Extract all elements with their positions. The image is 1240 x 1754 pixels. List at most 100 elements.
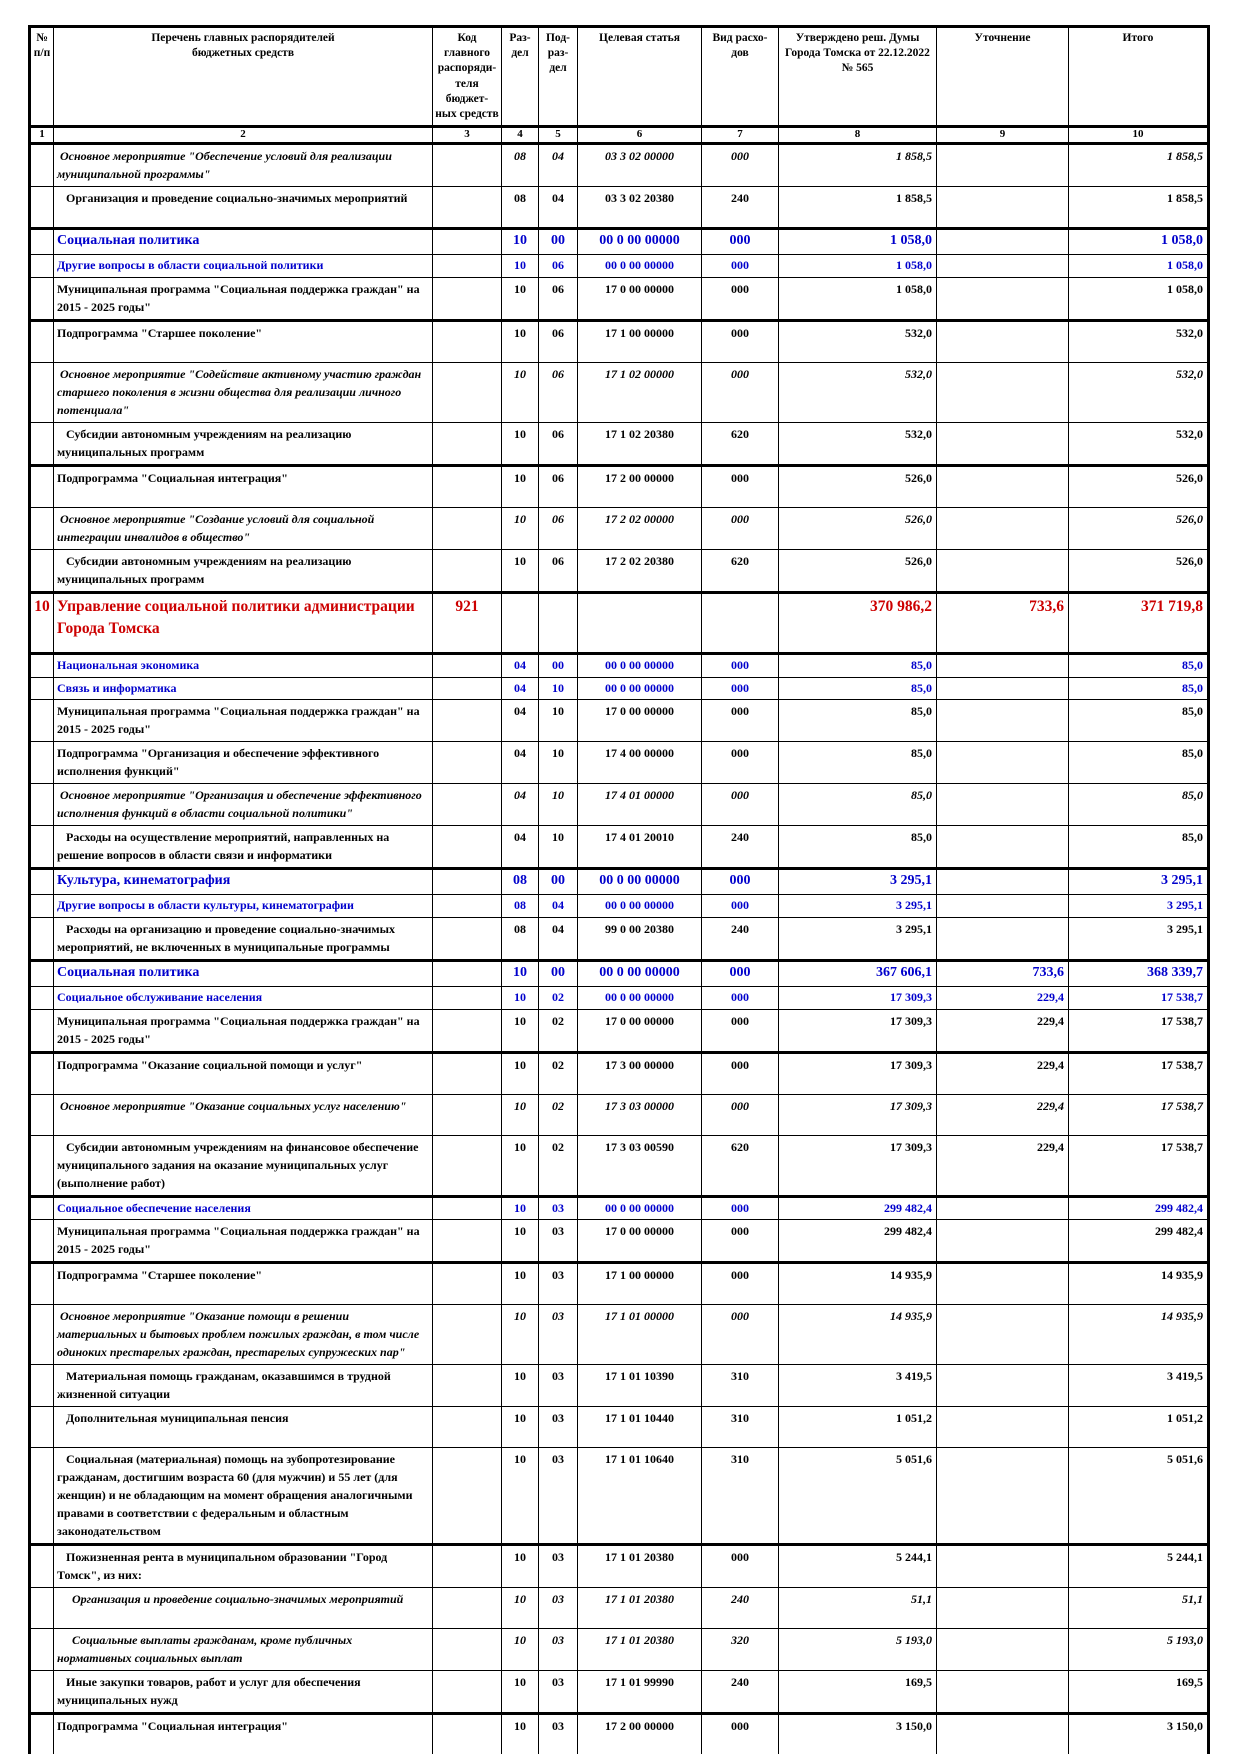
adjustment-cell bbox=[936, 870, 1068, 895]
grbs-code-cell bbox=[432, 507, 501, 549]
column-number: 6 bbox=[577, 128, 701, 143]
total-cell: 51,1 bbox=[1068, 1588, 1207, 1629]
grbs-code-cell bbox=[432, 145, 501, 187]
column-header: Вид расхо- дов bbox=[701, 28, 778, 126]
total-cell: 85,0 bbox=[1068, 654, 1207, 677]
adjustment-cell bbox=[936, 1197, 1068, 1220]
razdel-cell: 10 bbox=[501, 1305, 538, 1365]
grbs-code-cell bbox=[432, 1671, 501, 1713]
grbs-code-cell bbox=[432, 742, 501, 784]
total-cell: 526,0 bbox=[1068, 466, 1207, 507]
target-article-cell: 17 0 00 00000 bbox=[577, 277, 701, 319]
grbs-code-cell bbox=[432, 1305, 501, 1365]
name-cell: Основное мероприятие "Содействие активно… bbox=[53, 362, 432, 422]
column-header: Код главного распоряди- теля бюджет- ных… bbox=[432, 28, 501, 126]
row-num-cell bbox=[31, 230, 53, 254]
grbs-code-cell bbox=[432, 677, 501, 700]
column-number: 1 bbox=[39, 128, 45, 141]
target-article-cell: 00 0 00 00000 bbox=[577, 986, 701, 1009]
expense-kind-cell: 000 bbox=[701, 1220, 778, 1262]
razdel-cell: 10 bbox=[501, 277, 538, 319]
grbs-code-cell bbox=[432, 1629, 501, 1671]
table-row: Пожизненная рента в муниципальном образо… bbox=[31, 1543, 1207, 1588]
adjustment-cell bbox=[936, 677, 1068, 700]
adjustment-cell bbox=[936, 826, 1068, 868]
adjustment-cell bbox=[936, 1448, 1068, 1544]
approved-amount-cell: 14 935,9 bbox=[778, 1305, 936, 1365]
approved-amount-cell: 299 482,4 bbox=[778, 1197, 936, 1220]
row-num-cell bbox=[31, 655, 53, 677]
row-num-cell bbox=[31, 363, 53, 422]
expense-kind-cell: 000 bbox=[701, 870, 778, 895]
column-number: 7 bbox=[701, 128, 778, 143]
total-cell: 14 935,9 bbox=[1068, 1264, 1207, 1305]
adjustment-cell bbox=[936, 895, 1068, 917]
adjustment-cell bbox=[936, 507, 1068, 549]
target-article-cell: 17 0 00 00000 bbox=[577, 700, 701, 742]
row-num-cell bbox=[31, 255, 53, 277]
expense-kind-cell bbox=[701, 593, 778, 652]
podrazdel-cell: 03 bbox=[538, 1448, 577, 1544]
podrazdel-cell: 06 bbox=[538, 321, 577, 362]
target-article-cell: 17 2 02 20380 bbox=[577, 549, 701, 591]
target-article-cell: 17 1 01 99990 bbox=[577, 1671, 701, 1713]
target-article-cell: 00 0 00 00000 bbox=[577, 1197, 701, 1220]
adjustment-cell: 229,4 bbox=[936, 1009, 1068, 1051]
adjustment-cell bbox=[936, 1715, 1068, 1754]
expense-kind-cell: 000 bbox=[701, 677, 778, 700]
row-num-cell bbox=[31, 550, 53, 591]
table-row: Муниципальная программа "Социальная подд… bbox=[31, 1219, 1207, 1262]
podrazdel-cell: 06 bbox=[538, 507, 577, 549]
grbs-code-cell bbox=[432, 962, 501, 986]
total-cell: 5 193,0 bbox=[1068, 1629, 1207, 1671]
target-article-cell: 17 0 00 00000 bbox=[577, 1009, 701, 1051]
total-cell: 526,0 bbox=[1068, 549, 1207, 591]
table-row: Социальная политика 10 00 00 0 00 00000 000 1… bbox=[31, 227, 1207, 254]
total-cell: 85,0 bbox=[1068, 700, 1207, 742]
table-row: Расходы на осуществление мероприятий, на… bbox=[31, 825, 1207, 868]
grbs-code-cell bbox=[432, 277, 501, 319]
razdel-cell: 04 bbox=[501, 654, 538, 677]
column-header: Итого bbox=[1068, 28, 1207, 126]
name-cell: Национальная экономика bbox=[53, 654, 432, 677]
target-article-cell: 17 2 02 00000 bbox=[577, 507, 701, 549]
table-row: Национальная экономика 04 00 00 0 00 00000 0… bbox=[31, 651, 1207, 677]
approved-amount-cell: 17 309,3 bbox=[778, 1009, 936, 1051]
target-article-cell: 00 0 00 00000 bbox=[577, 654, 701, 677]
razdel-cell: 08 bbox=[501, 145, 538, 187]
grbs-code-cell bbox=[432, 1009, 501, 1051]
razdel-cell: 04 bbox=[501, 826, 538, 868]
podrazdel-cell: 06 bbox=[538, 466, 577, 507]
name-cell: Пожизненная рента в муниципальном образо… bbox=[53, 1546, 432, 1588]
approved-amount-cell: 367 606,1 bbox=[778, 962, 936, 986]
podrazdel-cell: 03 bbox=[538, 1365, 577, 1407]
table-row: 10 Управление социальной политики админис… bbox=[31, 590, 1207, 652]
total-cell: 17 538,7 bbox=[1068, 986, 1207, 1009]
approved-amount-cell: 526,0 bbox=[778, 507, 936, 549]
razdel-cell: 10 bbox=[501, 962, 538, 986]
name-cell: Подпрограмма "Старшее поколение" bbox=[53, 1264, 432, 1305]
name-cell: Организация и проведение социально-значи… bbox=[53, 1588, 432, 1629]
target-article-cell: 17 2 00 00000 bbox=[577, 1715, 701, 1754]
podrazdel-cell: 03 bbox=[538, 1546, 577, 1588]
row-num-cell bbox=[31, 1588, 53, 1628]
adjustment-cell bbox=[936, 1305, 1068, 1365]
approved-amount-cell: 3 295,1 bbox=[778, 870, 936, 895]
razdel-cell: 10 bbox=[501, 986, 538, 1009]
row-num-cell bbox=[31, 187, 53, 227]
grbs-code-cell: 921 bbox=[432, 593, 501, 652]
total-cell: 17 538,7 bbox=[1068, 1135, 1207, 1195]
approved-amount-cell: 85,0 bbox=[778, 784, 936, 826]
table-row: Субсидии автономным учреждениям на реали… bbox=[31, 421, 1207, 464]
razdel-cell: 10 bbox=[501, 422, 538, 464]
target-article-cell: 17 1 02 20380 bbox=[577, 422, 701, 464]
razdel-cell: 10 bbox=[501, 1365, 538, 1407]
grbs-code-cell bbox=[432, 1220, 501, 1262]
table-row: Социальная политика 10 00 00 0 00 00000 000 3… bbox=[31, 959, 1207, 986]
table-row: Муниципальная программа "Социальная подд… bbox=[31, 276, 1207, 319]
row-num-cell bbox=[31, 278, 53, 319]
total-cell: 3 295,1 bbox=[1068, 895, 1207, 917]
table-row: Подпрограмма "Социальная интеграция" 10 06… bbox=[31, 463, 1207, 507]
podrazdel-cell: 03 bbox=[538, 1305, 577, 1365]
